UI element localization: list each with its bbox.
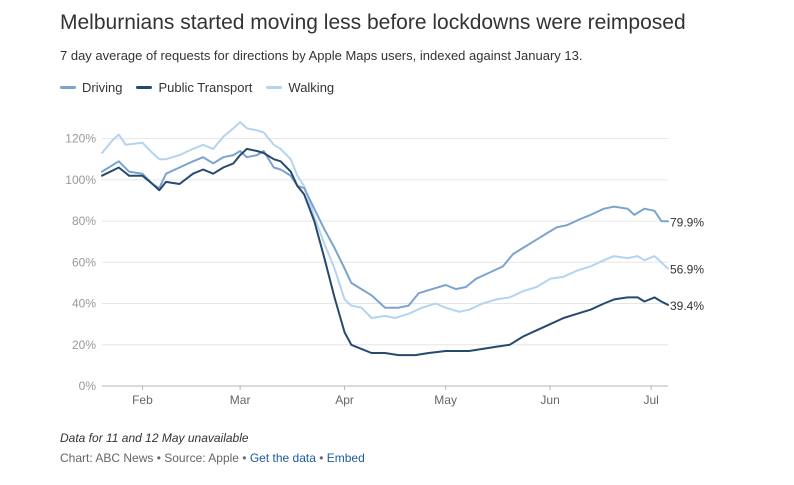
get-data-link[interactable]: Get the data bbox=[249, 451, 316, 465]
legend-label-walking: Walking bbox=[288, 80, 335, 95]
x-tick-label: Feb bbox=[132, 393, 153, 407]
end-label-walking: 56.9% bbox=[670, 263, 704, 277]
footnote: Data for 11 and 12 May unavailable bbox=[60, 431, 249, 445]
legend-swatch-public-transport bbox=[136, 86, 153, 89]
credit-text: Chart: ABC News • Source: Apple • bbox=[60, 451, 250, 465]
chart-title: Melburnians started moving less before l… bbox=[60, 11, 686, 34]
y-tick-label: 20% bbox=[72, 338, 96, 352]
legend-item-walking: Walking bbox=[266, 80, 334, 95]
legend-item-driving: Driving bbox=[60, 80, 122, 95]
end-label-driving: 79.9% bbox=[670, 215, 704, 229]
x-tick-label: May bbox=[434, 393, 457, 407]
x-tick-label: Jun bbox=[540, 393, 559, 407]
source-credit: Chart: ABC News • Source: Apple • Get th… bbox=[60, 451, 365, 465]
y-tick-label: 100% bbox=[65, 173, 96, 187]
series-line-public-transport bbox=[101, 147, 669, 357]
legend-swatch-walking bbox=[266, 86, 283, 89]
embed-link[interactable]: Embed bbox=[326, 451, 365, 465]
legend-label-driving: Driving bbox=[82, 80, 123, 95]
series-line-walking bbox=[101, 121, 669, 319]
y-tick-label: 120% bbox=[65, 132, 96, 146]
y-tick-label: 40% bbox=[72, 297, 96, 311]
end-label-public-transport: 39.4% bbox=[670, 299, 704, 313]
legend-label-public-transport: Public Transport bbox=[158, 80, 253, 95]
y-tick-label: 0% bbox=[79, 379, 97, 393]
y-tick-label: 60% bbox=[72, 255, 96, 269]
legend-item-public-transport: Public Transport bbox=[136, 80, 252, 95]
axis-labels: 0% 20% 40% 60% 80% 100% 120% Feb Mar Apr May Jun Jul… bbox=[65, 132, 704, 407]
x-tick-label: Apr bbox=[335, 393, 354, 407]
series-lines bbox=[101, 121, 669, 357]
chart-subtitle: 7 day average of requests for directions… bbox=[60, 48, 583, 63]
credit-separator: • bbox=[315, 451, 327, 465]
legend-swatch-driving bbox=[60, 86, 76, 89]
chart-legend: Driving Public Transport Walking bbox=[60, 80, 334, 95]
x-tick-label: Mar bbox=[230, 393, 251, 407]
series-line-driving bbox=[101, 150, 669, 309]
gridlines bbox=[102, 138, 668, 390]
y-tick-label: 80% bbox=[72, 214, 96, 228]
x-tick-label: Jul bbox=[643, 393, 658, 407]
